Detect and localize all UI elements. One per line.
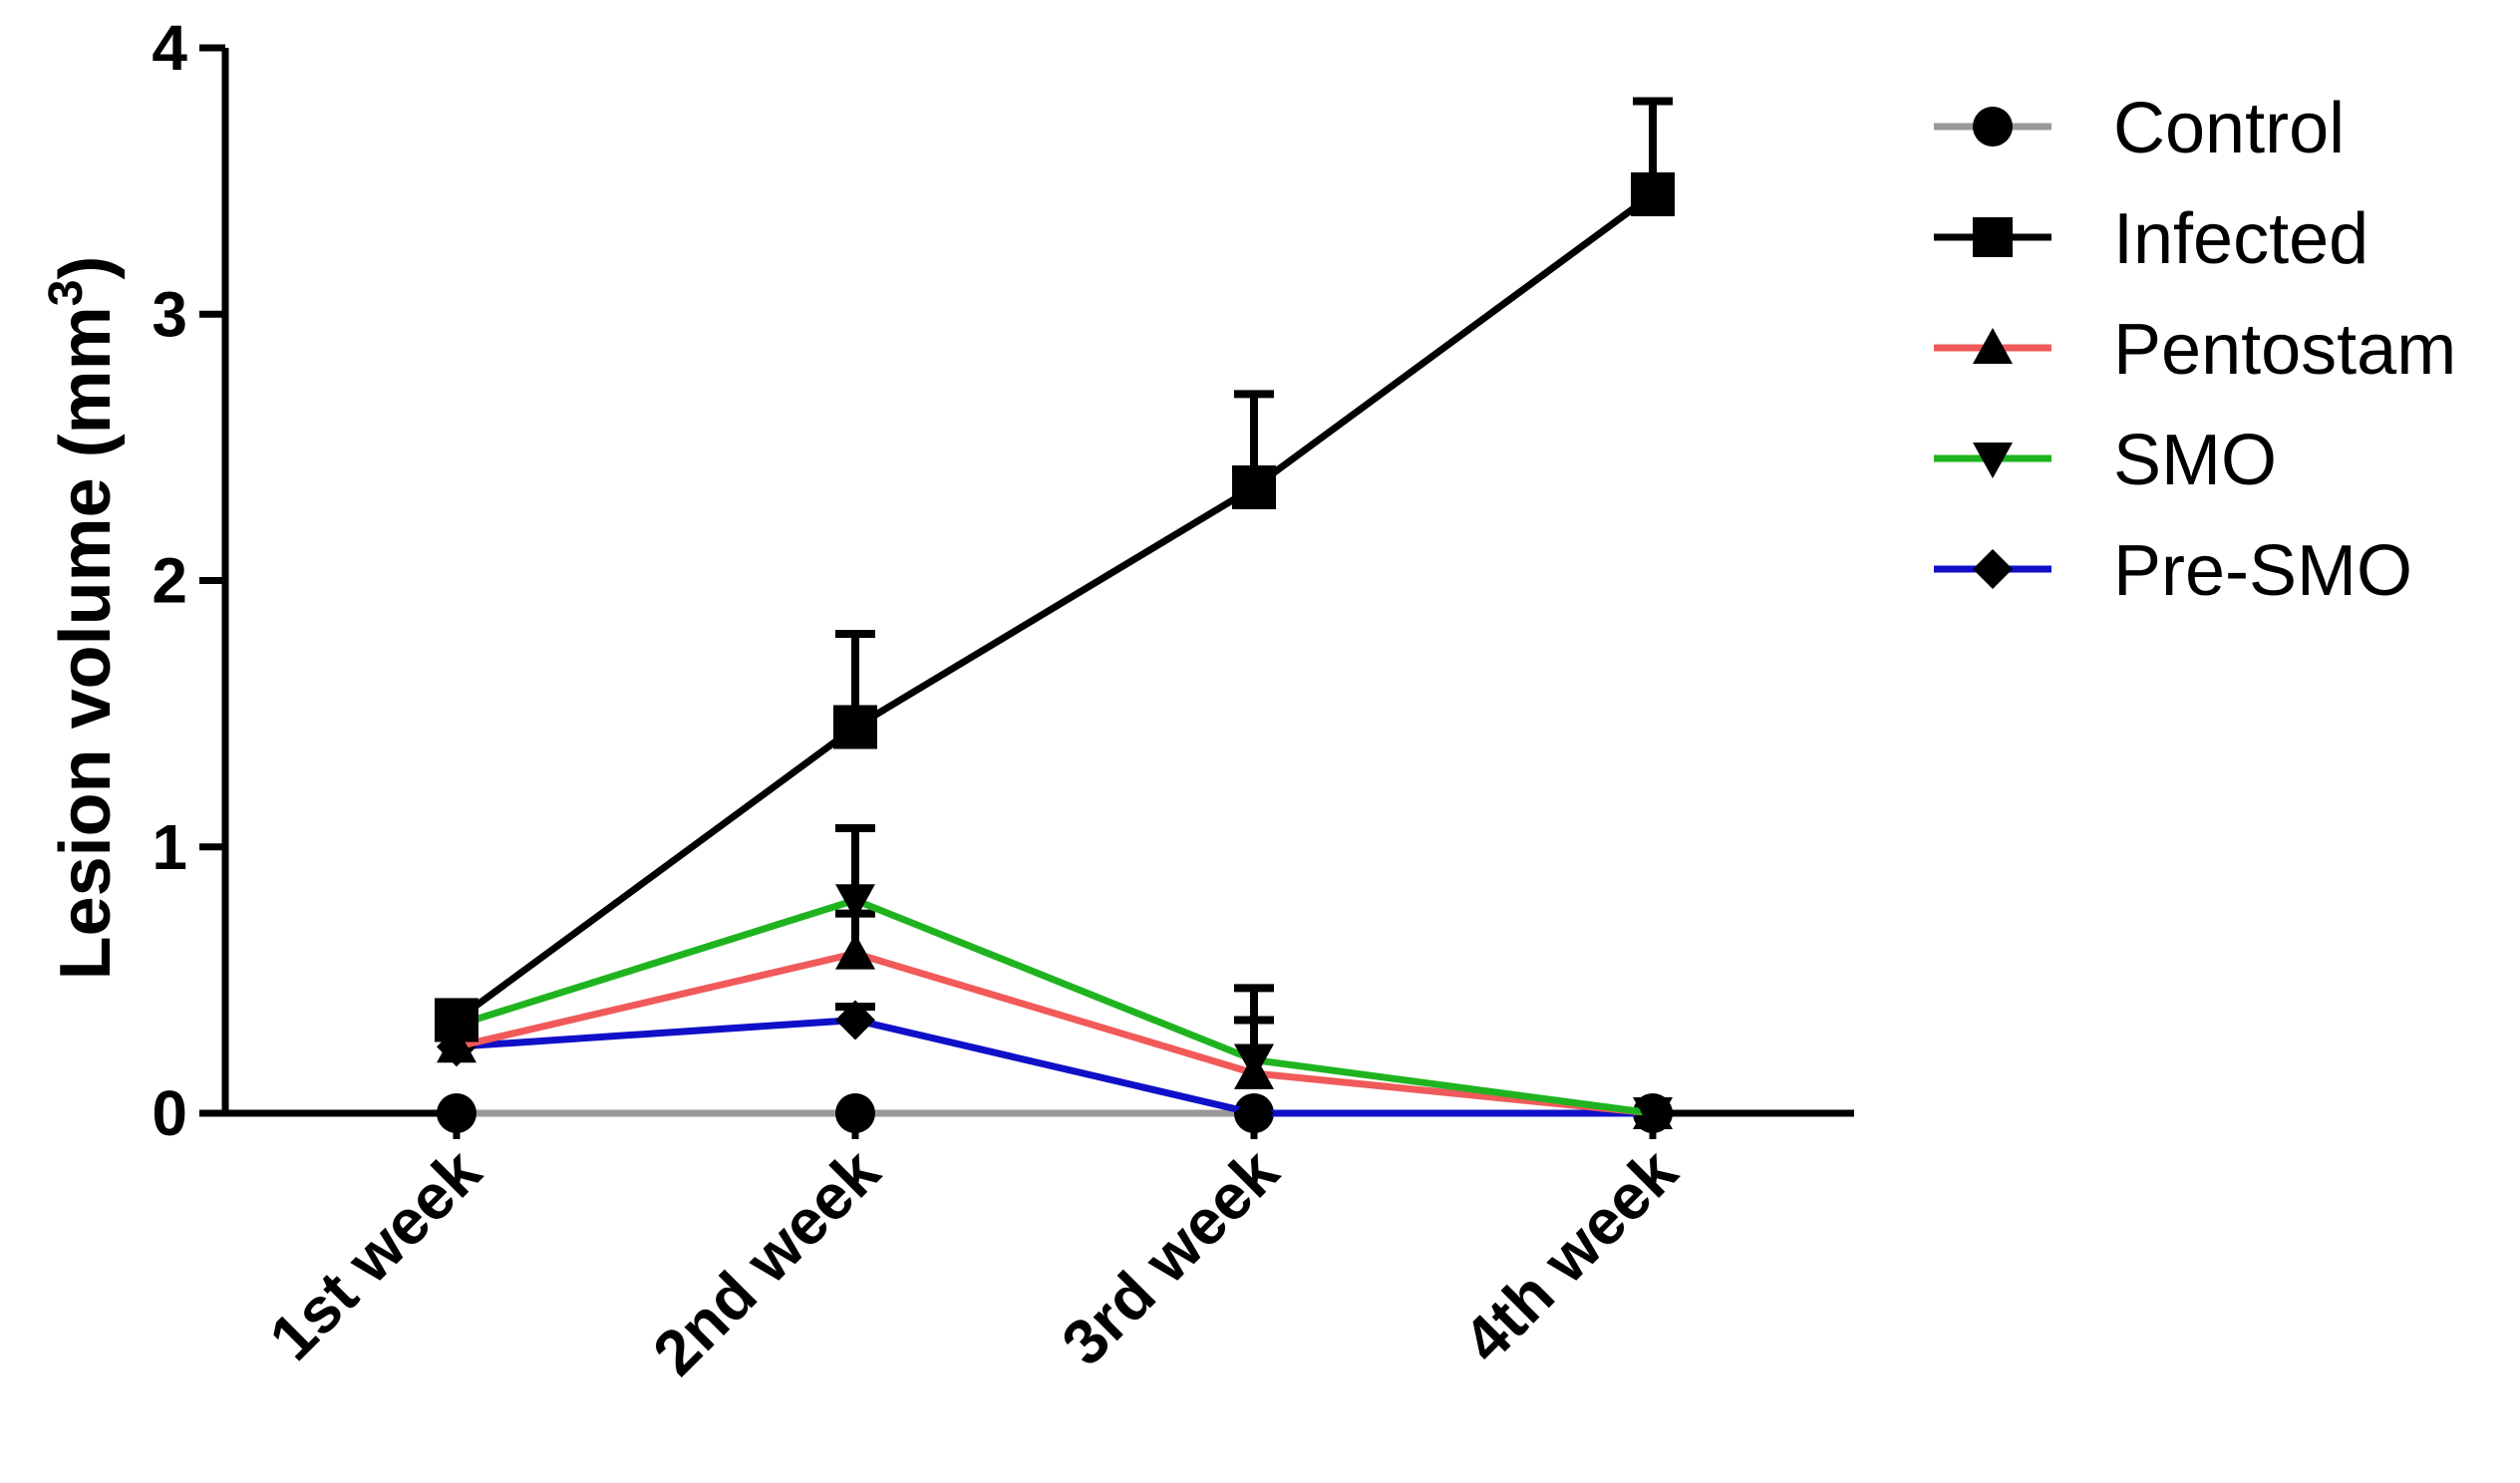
legend-swatch-marker (1973, 443, 2013, 478)
y-tick-label: 2 (152, 545, 187, 617)
legend-item-smo: SMO (1934, 421, 2277, 500)
series-pentostam (437, 909, 1673, 1129)
y-axis-label: Lesion volume (mm3) (40, 256, 126, 981)
legend-swatch-marker (1973, 217, 2013, 257)
legend-label: SMO (2113, 421, 2277, 500)
series-infected (435, 97, 1675, 1042)
legend-item-infected: Infected (1934, 199, 2368, 279)
data-point (435, 998, 478, 1042)
data-point (835, 884, 875, 921)
series-layer (435, 97, 1675, 1133)
legend-item-pentostam: Pentostam (1934, 310, 2456, 390)
data-point (835, 1000, 875, 1040)
data-point (1234, 1093, 1274, 1133)
legend: Control Infected Pentostam SMO Pre-SMO (1934, 89, 2456, 611)
data-point (1234, 1043, 1274, 1080)
y-ticks: 0 1 2 3 4 (152, 12, 225, 1149)
y-tick-label: 1 (152, 811, 187, 883)
legend-label: Infected (2113, 199, 2368, 279)
series-line (455, 896, 1654, 1117)
legend-label: Control (2113, 89, 2345, 168)
x-ticks: 1st week 2nd week 3rd week 4th week (255, 1113, 1691, 1389)
x-tick-label: 3rd week (1048, 1135, 1292, 1379)
data-point (833, 705, 877, 749)
series-line (456, 950, 1654, 1117)
x-tick-label: 2nd week (639, 1135, 893, 1389)
series-line (456, 1016, 1653, 1117)
legend-label: Pre-SMO (2113, 531, 2412, 611)
x-tick-label: 4th week (1449, 1135, 1691, 1376)
y-tick-label: 3 (152, 278, 187, 350)
data-point (835, 1093, 875, 1133)
legend-swatch-marker (1973, 549, 2013, 589)
legend-swatch-marker (1973, 328, 2013, 364)
legend-item-control: Control (1934, 89, 2345, 168)
axes (221, 48, 1854, 1117)
y-tick-label: 0 (152, 1077, 187, 1149)
data-point (835, 933, 875, 970)
x-tick-label: 1st week (255, 1135, 494, 1374)
data-point (1232, 464, 1276, 509)
data-point (437, 1093, 476, 1133)
data-point (1633, 1097, 1673, 1133)
legend-swatch-marker (1973, 107, 2013, 147)
data-point (1631, 171, 1675, 216)
legend-label: Pentostam (2113, 310, 2456, 390)
series-smo (437, 824, 1673, 1133)
series-line (454, 191, 1656, 1024)
legend-item-pre-smo: Pre-SMO (1934, 531, 2412, 611)
y-tick-label: 4 (152, 12, 187, 84)
